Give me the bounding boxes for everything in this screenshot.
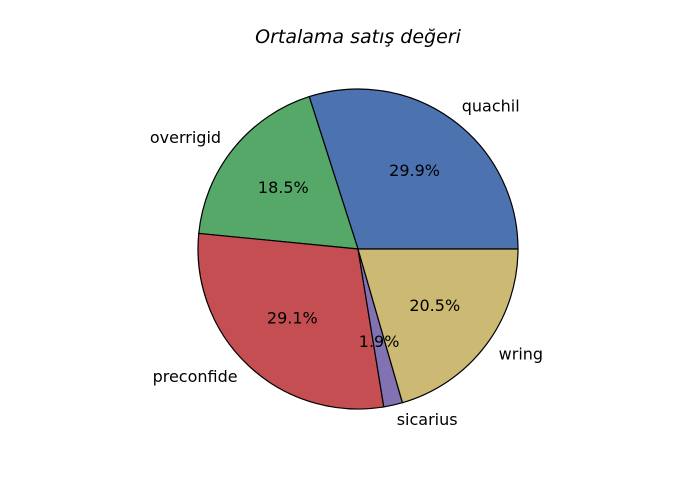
slice-label-sicarius: sicarius [397, 410, 458, 429]
pct-label-preconfide: 29.1% [267, 309, 318, 328]
pct-label-overrigid: 18.5% [258, 178, 309, 197]
pie-slice-quachil [308, 88, 519, 250]
pie-slice-overrigid [198, 95, 359, 250]
pie-labels: quachil 29.9% overrigid 18.5% preconfide 29.1… [150, 96, 543, 429]
pct-label-sicarius: 1.9% [359, 332, 400, 351]
pie-slices [197, 88, 519, 410]
pct-label-wring: 20.5% [409, 296, 460, 315]
slice-label-wring: wring [499, 344, 543, 363]
slice-label-overrigid: overrigid [150, 128, 221, 147]
pie-slice-wring [357, 248, 519, 404]
chart-title: Ortalama satış değeri [255, 26, 461, 48]
pie-slice-preconfide [197, 232, 385, 410]
pct-label-quachil: 29.9% [389, 161, 440, 180]
slice-label-preconfide: preconfide [153, 367, 238, 386]
slice-label-quachil: quachil [462, 96, 520, 115]
